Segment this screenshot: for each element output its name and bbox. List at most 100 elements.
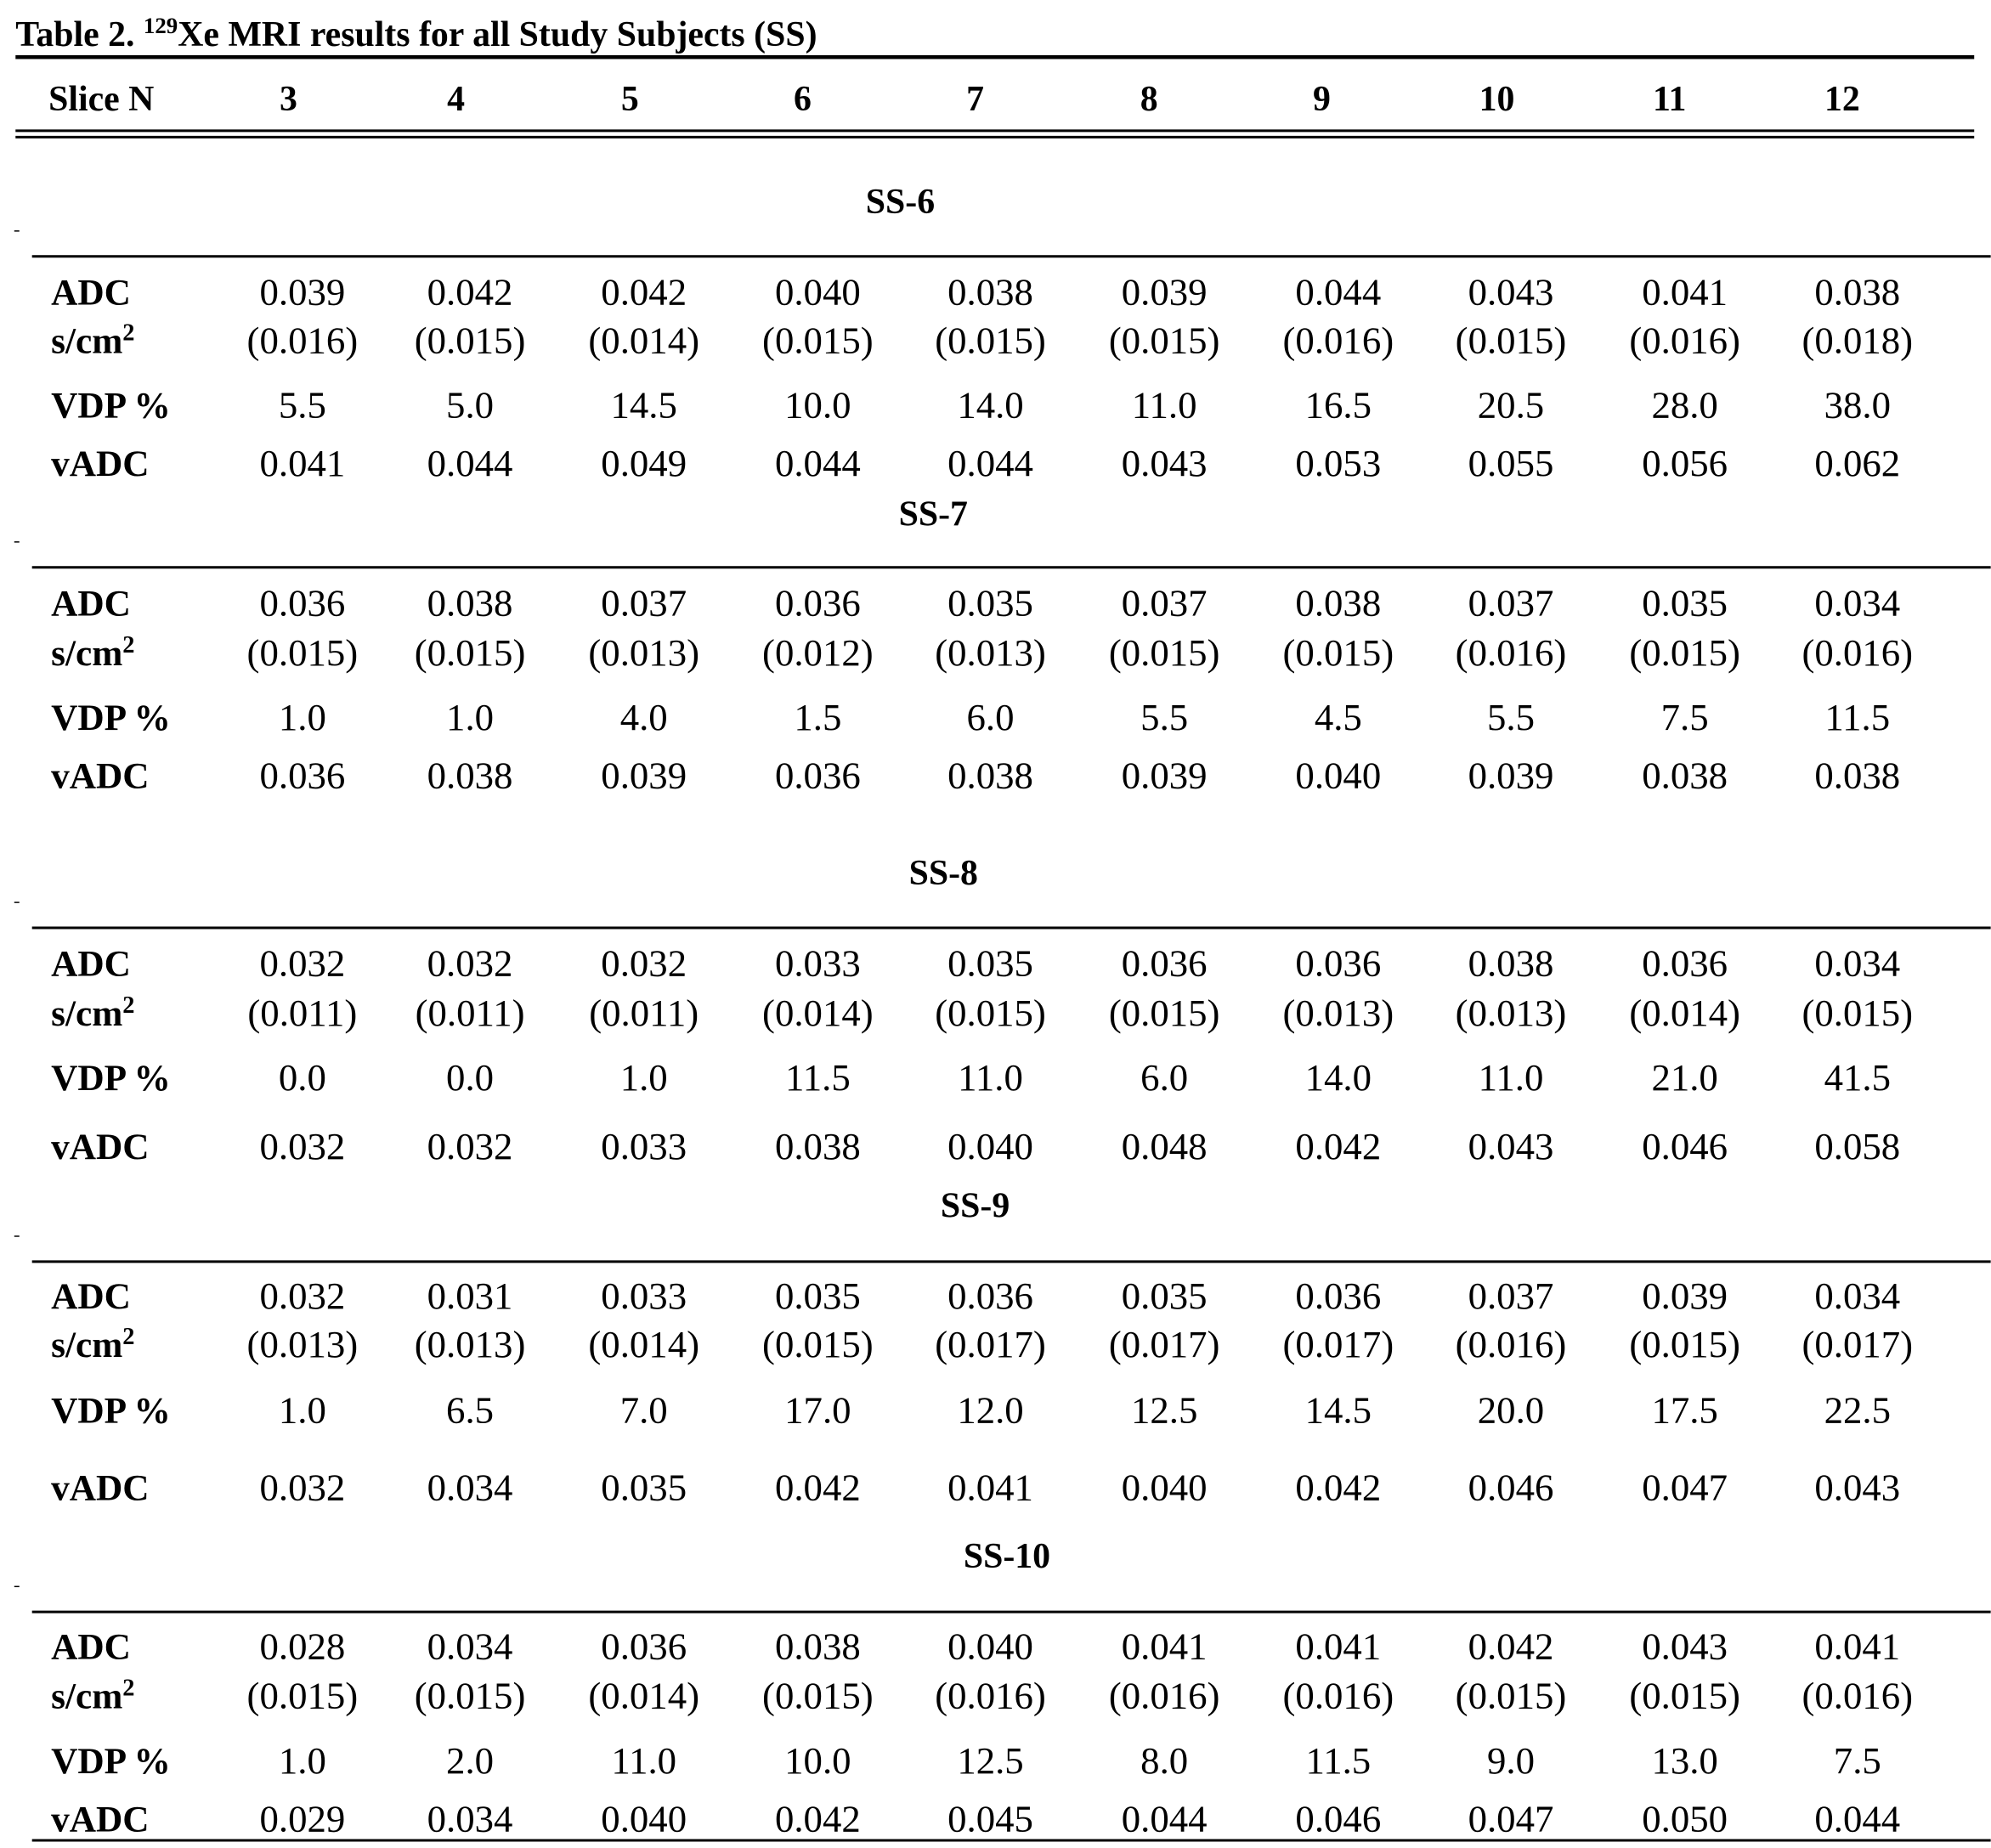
row-label: s/cm2 — [51, 319, 134, 361]
cell-value: (0.015) — [935, 319, 1046, 361]
cell-value: (0.011) — [247, 992, 357, 1034]
cell-value: (0.017) — [935, 1323, 1046, 1365]
cell-value: 0.037 — [601, 582, 687, 624]
row-label: vADC — [51, 1468, 150, 1509]
cell-value: 7.5 — [1661, 696, 1709, 738]
row-label: VDP % — [51, 698, 171, 738]
cell-value: 0.038 — [1468, 942, 1554, 985]
group-title: SS-8 — [909, 854, 978, 893]
cell-value: (0.015) — [415, 319, 526, 361]
cell-value: 12.0 — [957, 1389, 1023, 1432]
cell-value: 0.041 — [1814, 1625, 1900, 1667]
cell-value: 0.049 — [601, 442, 687, 484]
cell-value: 0.040 — [601, 1798, 687, 1840]
cell-value: (0.015) — [415, 631, 526, 674]
cell-value: 0.041 — [1295, 1625, 1381, 1667]
cell-value: 0.036 — [1295, 942, 1381, 985]
row-label: ADC — [51, 1626, 131, 1667]
cell-value: 0.041 — [947, 1467, 1033, 1509]
cell-value: 10.0 — [784, 1739, 851, 1782]
cell-value: 0.039 — [1122, 754, 1208, 797]
cell-value: 0.039 — [601, 754, 687, 797]
cell-value: 0.043 — [1122, 442, 1208, 484]
cell-value: (0.016) — [1456, 1323, 1567, 1365]
cell-value: (0.016) — [935, 1675, 1046, 1717]
cell-value: (0.015) — [247, 631, 359, 674]
row-label: s/cm2 — [51, 1676, 134, 1717]
unit-text: s/cm — [51, 993, 122, 1034]
cell-value: 12.5 — [957, 1739, 1023, 1782]
row-label: VDP % — [51, 1391, 171, 1432]
cell-value: 11.0 — [611, 1739, 676, 1782]
cell-value: 0.032 — [427, 942, 513, 985]
cell-value: (0.015) — [415, 1675, 526, 1717]
cell-value: 0.050 — [1642, 1798, 1728, 1840]
column-header: 10 — [1479, 80, 1515, 119]
cell-value: 0.037 — [1468, 582, 1554, 624]
cell-value: 0.043 — [1468, 1125, 1554, 1167]
cell-value: 0.044 — [427, 442, 513, 484]
title-prefix: Table 2. — [15, 15, 134, 54]
unit-text: s/cm — [51, 1676, 122, 1717]
cell-value: 0.032 — [601, 942, 687, 985]
group-title: SS-10 — [964, 1537, 1050, 1576]
cell-value: 6.0 — [967, 696, 1015, 738]
cell-value: 0.032 — [259, 942, 345, 985]
column-header: 3 — [280, 80, 297, 119]
row-label: vADC — [51, 1127, 150, 1167]
cell-value: 0.042 — [1295, 1125, 1381, 1167]
cell-value: 0.033 — [601, 1274, 687, 1317]
cell-value: 1.0 — [279, 1389, 326, 1432]
cell-value: (0.014) — [1629, 992, 1740, 1034]
unit-text: s/cm — [51, 320, 122, 361]
cell-value: 1.0 — [279, 1739, 326, 1782]
unit-exponent: 2 — [122, 992, 134, 1019]
cell-value: (0.015) — [1109, 319, 1220, 361]
cell-value: 0.040 — [775, 271, 861, 314]
row-label: ADC — [51, 273, 131, 314]
cell-value: (0.015) — [1456, 1675, 1567, 1717]
cell-value: 0.047 — [1642, 1467, 1728, 1509]
cell-value: 2.0 — [446, 1739, 494, 1782]
row-label: ADC — [51, 1276, 131, 1317]
cell-value: 5.5 — [279, 383, 326, 426]
cell-value: (0.018) — [1802, 319, 1913, 361]
cell-value: (0.013) — [1283, 992, 1394, 1034]
cell-value: 0.062 — [1814, 442, 1900, 484]
cell-value: 0.037 — [1122, 582, 1208, 624]
row-label: vADC — [51, 1800, 150, 1840]
cell-value: (0.015) — [247, 1675, 359, 1717]
cell-value: 0.044 — [1295, 271, 1381, 314]
cell-value: (0.013) — [588, 631, 699, 674]
cell-value: 12.5 — [1131, 1389, 1197, 1432]
cell-value: 11.5 — [1824, 696, 1890, 738]
cell-value: 0.036 — [259, 754, 345, 797]
cell-value: 0.0 — [446, 1056, 494, 1099]
cell-value: 0.034 — [1814, 942, 1900, 985]
cell-value: 0.038 — [427, 582, 513, 624]
row-label: VDP % — [51, 1058, 171, 1099]
cell-value: 0.035 — [1122, 1274, 1208, 1317]
unit-exponent: 2 — [122, 1676, 134, 1702]
cell-value: (0.016) — [1802, 631, 1913, 674]
column-header: 6 — [794, 80, 812, 119]
cell-value: 0.040 — [1122, 1467, 1208, 1509]
group-title: SS-7 — [899, 494, 968, 534]
cell-value: 0.044 — [1122, 1798, 1208, 1840]
cell-value: (0.016) — [1456, 631, 1567, 674]
cell-value: 0.036 — [775, 754, 861, 797]
cell-value: 17.5 — [1651, 1389, 1717, 1432]
cell-value: 0.041 — [1642, 271, 1728, 314]
cell-value: 0.040 — [1295, 754, 1381, 797]
cell-value: 0.039 — [1642, 1274, 1728, 1317]
cell-value: (0.015) — [1109, 631, 1220, 674]
cell-value: 7.0 — [620, 1389, 668, 1432]
cell-value: 0.032 — [427, 1125, 513, 1167]
column-header: 12 — [1824, 80, 1860, 119]
title-superscript: 129 — [144, 13, 178, 38]
cell-value: 5.5 — [1140, 696, 1188, 738]
cell-value: 11.5 — [785, 1056, 851, 1099]
cell-value: 0.045 — [947, 1798, 1033, 1840]
cell-value: 0.034 — [1814, 1274, 1900, 1317]
cell-value: 16.5 — [1305, 383, 1372, 426]
